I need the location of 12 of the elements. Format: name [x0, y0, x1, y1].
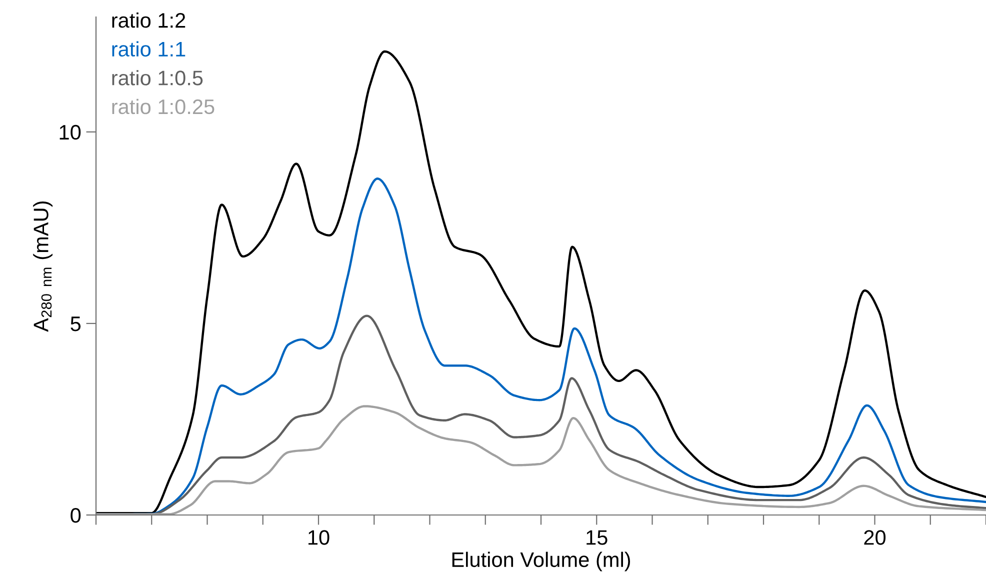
y-tick-label: 0 — [70, 508, 81, 523]
x-tick-label: 15 — [586, 530, 608, 545]
x-axis-title: Elution Volume (ml) — [452, 552, 630, 572]
text: ratio 1:0.25 — [112, 98, 214, 114]
x-tick-label: 20 — [864, 530, 886, 545]
y-tick-label: 5 — [70, 316, 81, 332]
y-tick-label: 10 — [60, 124, 81, 140]
y-axis-title: A$_{280 nm}$ (mAU) — [33, 202, 53, 332]
text: ratio 1:0.5 — [112, 70, 203, 86]
x-tick-label: 10 — [308, 530, 330, 545]
text: ratio 1:2 — [112, 12, 186, 28]
text: ratio 1:1 — [112, 41, 186, 57]
